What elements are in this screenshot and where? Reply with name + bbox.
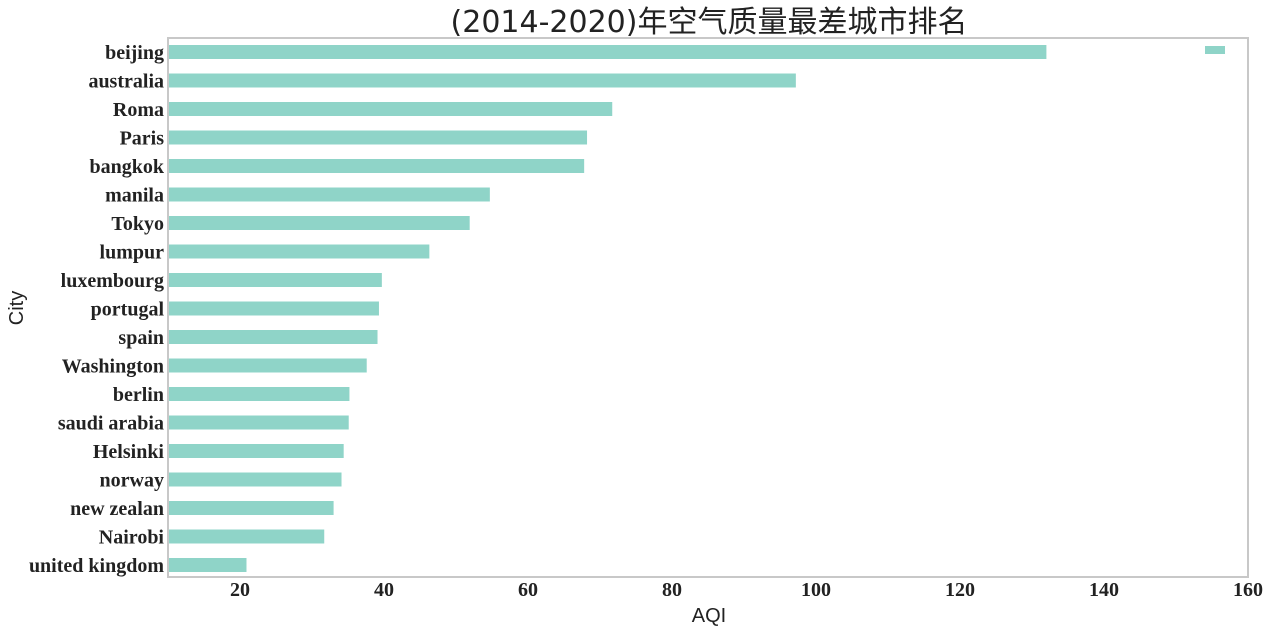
category-label: norway [100,470,164,492]
category-label: Roma [113,99,164,121]
bar-bangkok [168,159,585,173]
y-axis-label: City [6,291,28,325]
category-label: bangkok [90,156,165,178]
category-label: lumpur [100,242,165,264]
category-label: Helsinki [93,441,165,463]
bar-paris [168,130,588,145]
bar-norway [168,472,342,487]
bar-spain [168,330,378,344]
x-tick-label: 60 [518,579,538,601]
bar-helsinki [168,444,344,458]
bar-beijing [168,45,1047,59]
category-label: spain [118,327,164,349]
bar-washington [168,358,367,373]
x-tick-label: 160 [1233,579,1263,601]
category-label: new zealan [70,498,164,520]
category-label: Nairobi [99,527,165,549]
category-label: beijing [105,42,164,64]
bar-united-kingdom [168,558,247,572]
plot-frame [167,37,1249,578]
bar-portugal [168,301,379,316]
bars-group [168,45,1047,572]
x-tick-label: 120 [945,579,975,601]
bar-berlin [168,387,350,401]
category-label: united kingdom [29,555,164,577]
category-label: portugal [91,299,165,321]
x-tick-label: 20 [230,579,250,601]
category-label: luxembourg [61,270,164,292]
x-tick-label: 100 [801,579,831,601]
category-label: Washington [62,356,164,378]
category-label: Paris [120,128,165,150]
x-tick-label: 140 [1089,579,1119,601]
chart-title: (2014-2020)年空气质量最差城市排名 [451,5,968,40]
x-tick-label: 40 [374,579,394,601]
bar-manila [168,187,490,202]
bar-saudi-arabia [168,415,349,430]
category-label: Tokyo [111,213,164,235]
bar-luxembourg [168,273,382,287]
bar-australia [168,73,796,88]
legend-swatch [1205,46,1225,54]
bar-lumpur [168,244,430,259]
x-tick-label: 80 [662,579,682,601]
category-label: manila [105,185,164,207]
x-axis-label: AQI [692,605,726,627]
category-labels-group: beijing australia Roma Paris bangkok manila To… [29,42,165,577]
bar-new-zealan [168,501,334,515]
bar-tokyo [168,216,470,230]
x-ticks-group: 20 40 60 80 100 120 140 160 [230,579,1263,601]
category-label: berlin [113,384,164,406]
category-label: saudi arabia [58,413,164,435]
category-label: australia [88,71,164,93]
bar-nairobi [168,529,325,544]
bar-roma [168,102,613,116]
